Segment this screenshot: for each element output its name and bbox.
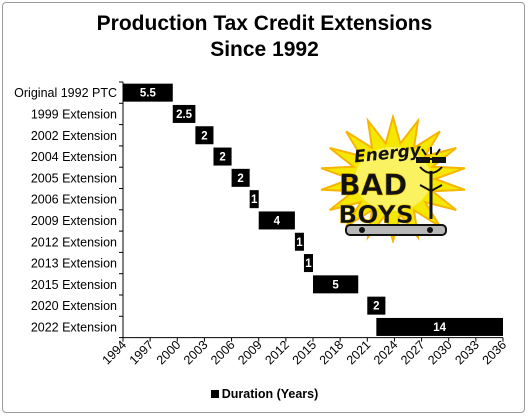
burst-glow [355,147,431,211]
x-tick-label: 2036 [480,338,510,368]
logo-base [345,224,447,236]
duration-bar [367,296,386,315]
category-label: 2005 Extension [31,171,117,185]
duration-bar [258,211,295,230]
x-tick-label: 1997 [127,338,157,368]
x-tick-label: 2012 [262,338,292,368]
x-tick-label: 2027 [398,338,428,368]
chart-subtitle: Since 1992 [210,38,319,61]
mascot-figure [416,147,446,219]
chart-legend: Duration (Years) [0,387,529,401]
duration-bar [249,190,259,209]
category-label: 1999 Extension [31,107,117,121]
category-label: 2022 Extension [31,320,117,334]
bar-value-label: 1 [296,237,303,249]
category-label: 2015 Extension [31,278,117,292]
bar-value-label: 1 [251,194,258,206]
duration-bar [303,254,313,273]
category-label: 2013 Extension [31,257,117,271]
category-label: 2009 Extension [31,214,117,228]
category-label: 2020 Extension [31,299,117,313]
bar-value-label: 5 [332,279,339,291]
category-label: 2004 Extension [31,150,117,164]
bar-value-label: 2.5 [176,109,193,121]
bar-value-label: 2 [219,152,225,164]
bar-value-label: 14 [433,322,446,334]
duration-bar [172,104,196,123]
x-tick-label: 2003 [181,338,211,368]
duration-bar [231,168,250,187]
x-tick-label: 2033 [452,338,482,368]
x-tick-label: 2024 [371,338,401,368]
x-tick-label: 2015 [290,338,320,368]
bar-value-label: 2 [201,130,207,142]
bar-value-label: 2 [237,173,243,185]
bar-value-label: 5.5 [140,88,157,100]
x-tick-label: 2006 [208,338,238,368]
x-tick-label: 2030 [425,338,455,368]
bar-value-label: 1 [305,258,312,270]
x-tick-label: 2000 [154,338,184,368]
duration-bar [294,232,304,251]
duration-bar [195,126,214,145]
x-tick-label: 2018 [317,338,347,368]
chart-title: Production Tax Credit Extensions [96,12,433,35]
duration-bar [376,317,503,336]
duration-bar [313,275,359,294]
legend-label: Duration (Years) [221,387,319,401]
bar-value-label: 4 [274,215,281,227]
duration-bar [213,147,232,166]
category-label: Original 1992 PTC [14,86,117,100]
legend-swatch [210,390,219,398]
logo-word-bad: BAD [339,168,408,202]
category-label: 2012 Extension [31,235,117,249]
category-label: 2006 Extension [31,193,117,207]
duration-bar [123,83,173,102]
energy-bad-boys-logo: Energy BAD BOYS [320,113,466,243]
chart-frame [2,2,525,413]
x-tick-label: 2009 [235,338,265,368]
category-label: 2002 Extension [31,129,117,143]
x-tick-label: 1994 [100,338,130,368]
bar-value-label: 2 [373,301,379,313]
sunglasses-icon [416,157,430,163]
x-tick-label: 2021 [344,338,374,368]
